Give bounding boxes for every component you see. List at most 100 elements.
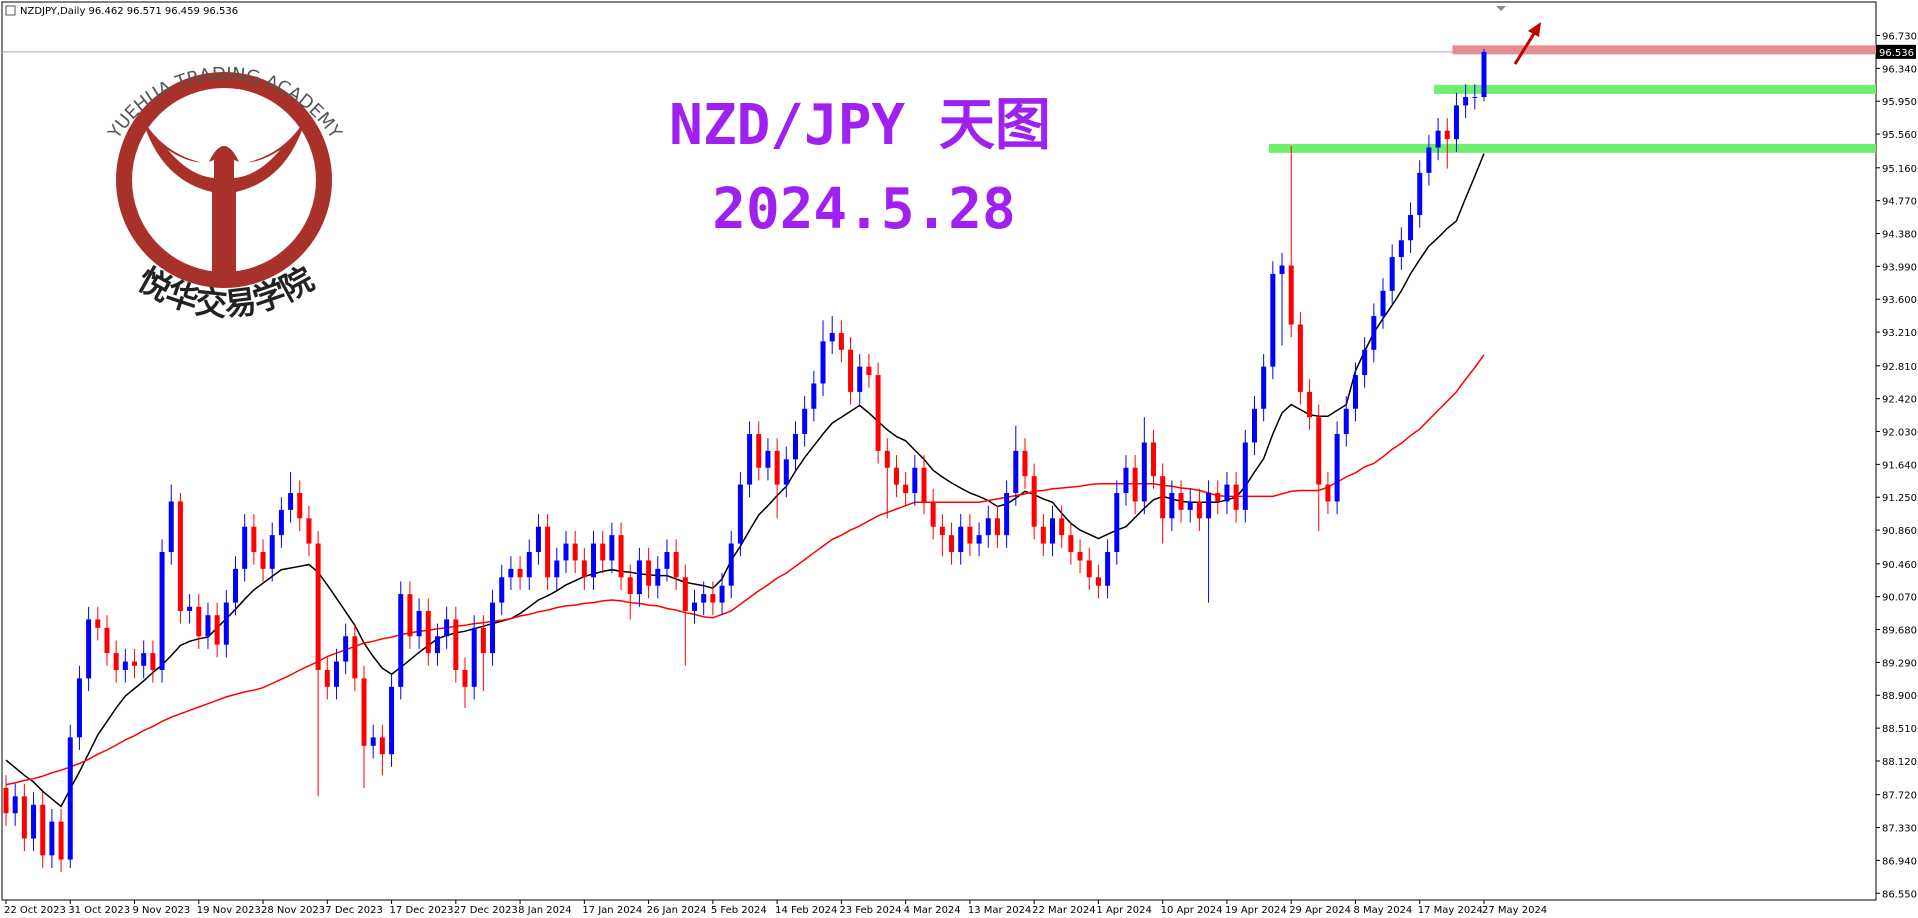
y-tick-label: 92.030 <box>1882 428 1917 439</box>
candle-body <box>196 606 202 637</box>
candle-body <box>1297 324 1303 392</box>
candle-body <box>242 526 248 569</box>
candle-body <box>591 543 597 578</box>
candle-body <box>177 501 183 611</box>
x-tick-label: 10 Apr 2024 <box>1161 905 1223 916</box>
candle-body <box>407 594 413 637</box>
candle-body <box>1242 442 1248 510</box>
candle-body <box>1380 290 1386 317</box>
candle-body <box>563 543 569 561</box>
candle-body <box>692 602 697 611</box>
y-tick-label: 92.420 <box>1882 395 1917 406</box>
x-tick-label: 8 Jan 2024 <box>518 905 572 916</box>
candle-body <box>930 501 936 527</box>
candle-body <box>884 450 890 468</box>
candle-body <box>1261 366 1267 409</box>
candle-body <box>976 535 982 544</box>
y-tick-label: 94.770 <box>1882 197 1917 208</box>
candle-body <box>1178 493 1184 510</box>
candle-body <box>756 434 762 468</box>
x-tick-label: 29 Apr 2024 <box>1289 905 1351 916</box>
candle-body <box>747 434 753 485</box>
candle-body <box>490 602 496 654</box>
chart-title: NZDJPY,Daily 96.462 96.571 96.459 96.536 <box>20 6 238 17</box>
candle-body <box>903 484 909 494</box>
candle-body <box>1352 375 1358 409</box>
candle-body <box>1279 265 1285 274</box>
x-tick-label: 14 Feb 2024 <box>775 905 837 916</box>
candle-body <box>646 560 652 586</box>
candle-body <box>1215 493 1221 502</box>
candle-body <box>958 526 964 553</box>
candle-body <box>600 543 606 561</box>
x-tick-label: 1 Apr 2024 <box>1096 905 1151 916</box>
candle-body <box>31 804 37 839</box>
arrow <box>1513 22 1541 65</box>
candle-body <box>1426 147 1432 173</box>
candle-body <box>535 526 541 553</box>
candle-body <box>1435 130 1441 148</box>
candle-body <box>829 332 835 342</box>
candle-body <box>1224 484 1230 502</box>
candle-body <box>471 627 477 687</box>
candle-body <box>398 594 404 687</box>
candle-body <box>343 636 349 662</box>
candle-body <box>462 669 468 687</box>
candle-body <box>132 661 138 666</box>
logo-ring <box>116 72 332 288</box>
candle-body <box>1325 484 1331 502</box>
y-tick-label: 87.330 <box>1882 824 1917 835</box>
x-tick-label: 23 Feb 2024 <box>839 905 901 916</box>
candle-body <box>1068 535 1074 553</box>
candle-body <box>875 375 881 451</box>
candle-body <box>1059 518 1065 536</box>
x-tick-label: 19 Nov 2023 <box>197 905 261 916</box>
candle-body <box>1022 450 1028 477</box>
candle-body <box>1040 526 1046 544</box>
candle-body <box>269 535 275 569</box>
x-tick-label: 17 Dec 2023 <box>390 905 454 916</box>
y-tick-label: 91.640 <box>1882 460 1917 471</box>
candle-body <box>1463 97 1469 106</box>
candle-body <box>352 636 358 679</box>
candle-body <box>719 585 725 603</box>
y-tick-label: 86.940 <box>1882 856 1917 867</box>
arrow-head <box>1528 22 1541 37</box>
candle-body <box>1050 518 1056 544</box>
candle-body <box>233 568 238 603</box>
candle-body <box>40 804 46 856</box>
annotation-date: 2024.5.28 <box>712 177 1015 242</box>
candle-body <box>774 450 780 485</box>
x-tick-label: 31 Oct 2023 <box>68 905 130 916</box>
candle-body <box>1141 442 1147 502</box>
candle-body <box>783 459 789 485</box>
y-tick-label: 92.810 <box>1882 362 1917 373</box>
candle-body <box>1196 501 1202 519</box>
y-tick-label: 96.730 <box>1882 31 1917 42</box>
y-tick-label: 94.380 <box>1882 230 1917 241</box>
candle-body <box>1105 552 1111 586</box>
candle-body <box>389 686 395 755</box>
candle-body <box>150 653 156 670</box>
arrow-shaft <box>1513 31 1537 65</box>
candle-body <box>581 560 587 578</box>
candle-body <box>1398 240 1404 258</box>
candle-body <box>306 518 312 544</box>
candle-body <box>710 594 716 603</box>
candle-body <box>480 627 486 654</box>
candle-body <box>728 543 734 586</box>
x-tick-label: 5 Feb 2024 <box>711 905 767 916</box>
candle-body <box>636 560 642 595</box>
candle-body <box>802 408 808 435</box>
candle-body <box>949 535 955 553</box>
candle-body <box>1123 467 1129 494</box>
y-tick-label: 88.900 <box>1882 691 1917 702</box>
candle-body <box>1334 434 1340 502</box>
candle-body <box>12 796 18 814</box>
candle-body <box>1004 493 1010 536</box>
x-tick-label: 22 Mar 2024 <box>1032 905 1095 916</box>
title-icon <box>5 5 16 16</box>
candle-body <box>848 349 854 392</box>
candle-body <box>655 568 661 586</box>
